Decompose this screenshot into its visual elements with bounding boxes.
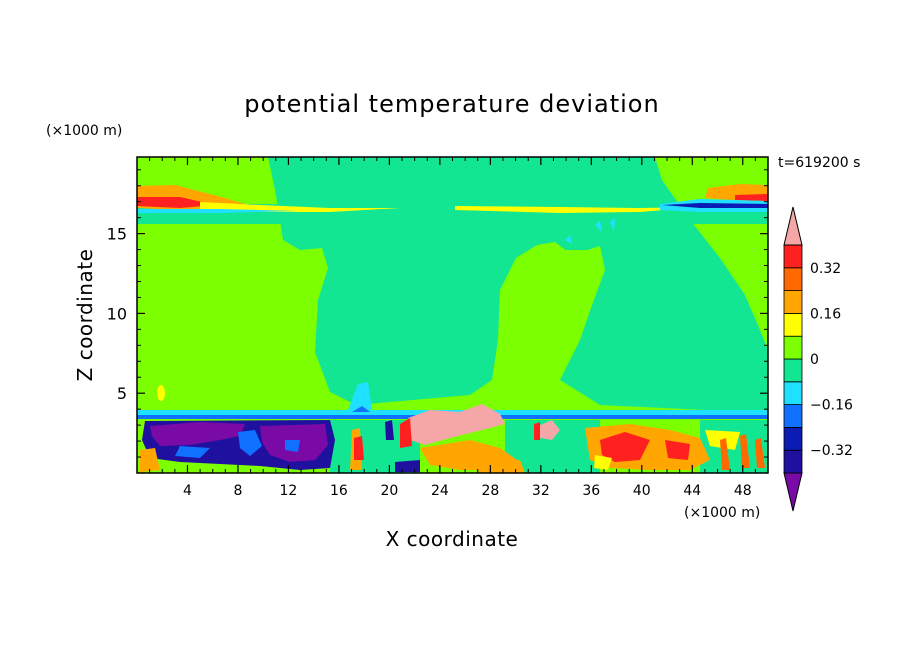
chart-title: potential temperature deviation xyxy=(244,90,659,118)
colorbar-segment xyxy=(783,244,803,269)
colorbar-segment xyxy=(783,449,803,474)
time-label: t=619200 s xyxy=(778,155,860,171)
bl-center-red-edge xyxy=(400,418,412,448)
band-cyan-left xyxy=(137,209,300,213)
y-axis-ticks: 5 10 15 xyxy=(107,169,768,458)
y-units-label: (×1000 m) xyxy=(46,123,122,139)
x-tick-label: 8 xyxy=(233,483,242,499)
x-tick-label: 12 xyxy=(280,483,298,499)
y-tick-label: 5 xyxy=(117,384,127,403)
x-tick-label: 28 xyxy=(481,483,499,499)
bl-spot-red-33 xyxy=(534,422,540,440)
colorbar-segment xyxy=(783,335,803,360)
bl-teal-patches xyxy=(330,420,768,473)
bl-left-blue-swirls xyxy=(175,430,300,458)
x-axis-ticks: 4 8 12 16 20 24 28 32 36 40 44 48 xyxy=(149,157,756,499)
bl-right-stripes xyxy=(720,434,765,470)
band-darkblue-right xyxy=(662,203,768,208)
bl-spot-pink-33 xyxy=(538,420,560,440)
bl-left-red xyxy=(354,436,364,460)
bl-center-dark xyxy=(385,420,420,472)
colorbar-tick-label: 0 xyxy=(810,352,819,368)
bl-surface-orange xyxy=(478,460,525,473)
colorbar-tick-label: 0.16 xyxy=(810,306,841,322)
colorbar-tick-label: 0.32 xyxy=(810,261,841,277)
contour-field xyxy=(137,157,768,473)
x-tick-label: 24 xyxy=(431,483,449,499)
x-tick-label: 40 xyxy=(633,483,651,499)
band-yellow xyxy=(200,202,400,212)
x-tick-label: 4 xyxy=(183,483,192,499)
colorbar-segment xyxy=(783,426,803,451)
x-tick-label: 16 xyxy=(330,483,348,499)
streaks-upper xyxy=(565,218,615,244)
colorbar-segment xyxy=(783,358,803,383)
bl-left-purple xyxy=(150,422,328,462)
colorbar-segment xyxy=(783,290,803,314)
y-axis-label: Z coordinate xyxy=(73,249,97,382)
contour-region-pos-right-island xyxy=(505,250,595,382)
band-yellow-right xyxy=(455,206,700,213)
bl-center-pink xyxy=(408,404,505,445)
contour-region-pos-left-island xyxy=(137,224,276,260)
colorbar-segment xyxy=(783,312,803,337)
spot-yellow-left xyxy=(157,385,165,401)
x-units-label: (×1000 m) xyxy=(684,505,760,521)
bl-center-blue-bump xyxy=(352,406,370,412)
x-tick-label: 32 xyxy=(532,483,550,499)
colorbar-segment xyxy=(783,267,803,291)
x-tick-label: 36 xyxy=(582,483,600,499)
x-tick-label: 48 xyxy=(734,483,752,499)
y-tick-label: 15 xyxy=(107,225,127,244)
y-tick-label: 10 xyxy=(107,304,127,323)
x-tick-label: 20 xyxy=(380,483,398,499)
bl-center-cyan-bump xyxy=(348,382,372,410)
colorbar-under xyxy=(783,472,803,512)
band-red-right xyxy=(735,194,768,201)
colorbar: 0.32 0.16 0 −0.16 −0.32 xyxy=(783,206,853,512)
colorbar-tick-label: −0.16 xyxy=(810,398,853,414)
colorbar-tick-label: −0.32 xyxy=(810,443,853,459)
bl-right-yellow xyxy=(594,430,740,470)
colorbar-segment xyxy=(783,404,803,428)
colorbar-over xyxy=(783,206,803,246)
bl-right-red xyxy=(600,432,690,462)
x-axis-label: X coordinate xyxy=(386,527,519,551)
colorbar-segment xyxy=(783,381,803,405)
band-red xyxy=(137,197,215,208)
x-tick-label: 44 xyxy=(683,483,701,499)
